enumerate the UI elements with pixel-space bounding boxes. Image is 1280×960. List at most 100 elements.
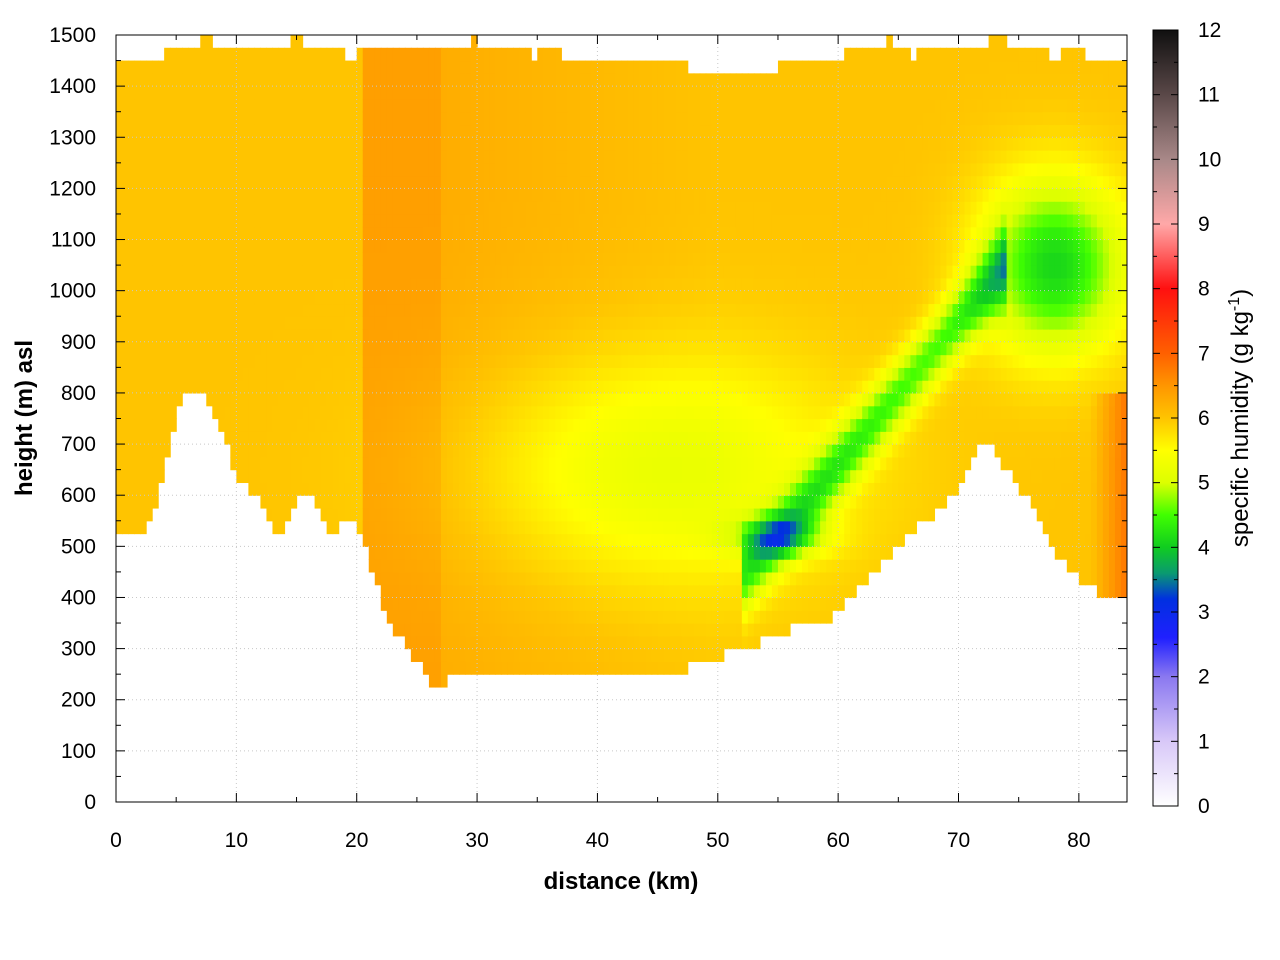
field-cell	[380, 175, 388, 189]
field-cell	[446, 648, 454, 662]
field-cell	[465, 175, 472, 189]
field-cell	[663, 431, 671, 445]
field-cell	[759, 303, 767, 317]
field-cell	[440, 507, 448, 522]
field-cell	[597, 73, 605, 87]
field-cell	[627, 188, 635, 202]
field-cell	[663, 469, 671, 484]
field-cell	[621, 329, 629, 343]
field-cell	[765, 405, 773, 420]
field-cell	[561, 623, 568, 637]
field-cell	[627, 648, 635, 662]
field-cell	[741, 73, 749, 87]
field-cell	[693, 482, 701, 496]
field-cell	[549, 73, 556, 87]
field-cell	[597, 341, 605, 356]
field-cell	[122, 392, 129, 407]
field-cell	[332, 98, 340, 113]
field-cell	[326, 482, 334, 496]
field-cell	[796, 495, 803, 509]
field-cell	[453, 98, 460, 113]
field-cell	[374, 367, 382, 381]
field-cell	[320, 290, 328, 305]
field-cell	[513, 559, 520, 573]
field-cell	[326, 252, 334, 266]
field-cell	[236, 175, 243, 189]
field-cell	[687, 201, 695, 215]
field-cell	[549, 98, 556, 113]
field-cell	[416, 213, 424, 228]
field-cell	[236, 329, 243, 343]
field-cell	[711, 367, 719, 381]
field-cell	[753, 303, 761, 317]
field-cell	[410, 533, 418, 547]
field-cell	[128, 252, 135, 266]
field-cell	[579, 623, 586, 637]
field-cell	[753, 354, 761, 368]
field-cell	[477, 559, 484, 573]
field-cell	[663, 341, 671, 356]
field-cell	[332, 226, 340, 241]
field-cell	[260, 354, 268, 368]
field-cell	[398, 60, 406, 74]
field-cell	[663, 456, 671, 471]
field-cell	[729, 495, 737, 509]
field-cell	[272, 520, 280, 535]
field-cell	[398, 546, 406, 560]
field-cell	[693, 137, 701, 151]
field-cell	[531, 456, 538, 471]
field-cell	[290, 175, 298, 189]
field-cell	[495, 60, 502, 74]
field-cell	[645, 175, 653, 189]
field-cell	[609, 124, 617, 138]
field-cell	[368, 175, 376, 189]
field-cell	[459, 597, 466, 611]
field-cell	[350, 124, 358, 138]
field-cell	[314, 137, 322, 151]
field-cell	[693, 341, 701, 356]
field-cell	[693, 277, 701, 292]
field-cell	[164, 265, 171, 279]
field-cell	[236, 265, 243, 279]
field-cell	[693, 111, 701, 126]
field-cell	[446, 533, 454, 547]
field-cell	[146, 495, 153, 509]
field-cell	[386, 610, 394, 624]
field-cell	[693, 431, 701, 445]
field-cell	[170, 150, 177, 164]
field-cell	[392, 239, 400, 253]
field-cell	[723, 98, 731, 113]
field-cell	[669, 162, 677, 177]
field-cell	[392, 47, 400, 62]
field-cell	[675, 661, 683, 675]
field-cell	[729, 303, 737, 317]
field-cell	[705, 303, 713, 317]
field-cell	[362, 380, 370, 394]
field-cell	[790, 405, 797, 420]
field-cell	[651, 98, 659, 113]
field-cell	[236, 367, 243, 381]
field-cell	[320, 73, 328, 87]
field-cell	[278, 150, 286, 164]
field-cell	[116, 73, 123, 87]
field-cell	[639, 482, 647, 496]
field-cell	[170, 392, 177, 407]
field-cell	[134, 277, 141, 292]
field-cell	[513, 150, 520, 164]
field-cell	[248, 86, 256, 100]
field-cell	[398, 533, 406, 547]
field-cell	[308, 367, 316, 381]
field-cell	[296, 213, 304, 228]
field-cell	[735, 329, 743, 343]
field-cell	[759, 507, 767, 522]
field-cell	[543, 367, 550, 381]
field-cell	[446, 239, 454, 253]
field-cell	[338, 341, 346, 356]
field-cell	[609, 661, 617, 675]
field-cell	[537, 444, 544, 458]
field-cell	[440, 546, 448, 560]
field-cell	[278, 239, 286, 253]
field-cell	[356, 188, 364, 202]
field-cell	[519, 341, 526, 356]
field-cell	[440, 635, 448, 650]
